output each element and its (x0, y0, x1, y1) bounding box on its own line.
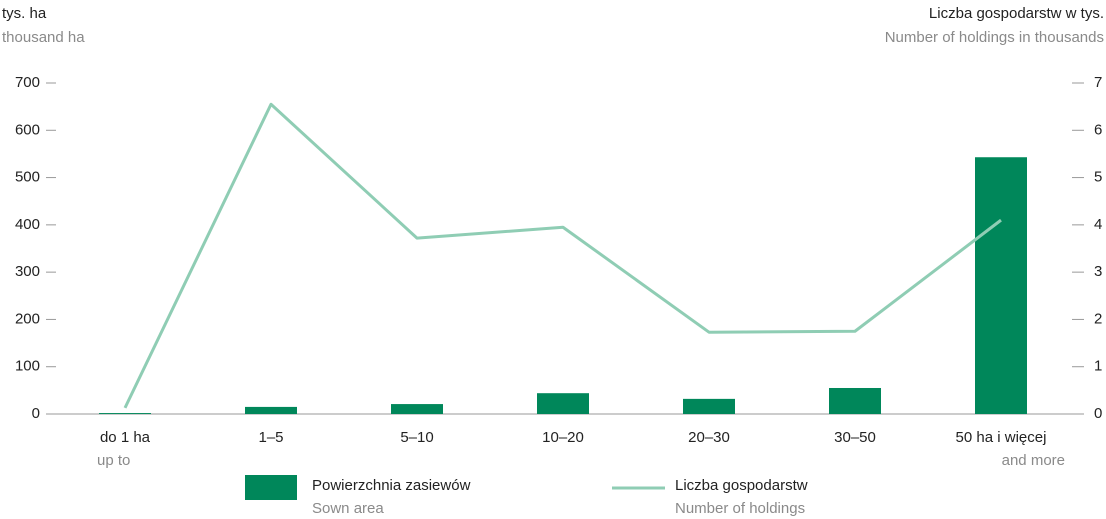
y2-tick-label: 1 (1094, 358, 1102, 375)
y-tick-label: 200 (15, 310, 40, 327)
y-tick-label: 500 (15, 169, 40, 186)
y-tick-label: 0 (32, 405, 40, 422)
bar (683, 398, 735, 414)
x-tick-label: 5–10 (400, 429, 433, 446)
y-tick-label: 700 (15, 74, 40, 91)
y2-axis-title: Liczba gospodarstw w tys. (929, 5, 1104, 22)
x-tick-label: 20–30 (688, 429, 730, 446)
x-tick-sublabel: and more (1002, 452, 1065, 469)
y2-tick-label: 5 (1094, 169, 1102, 186)
y-axis-title: tys. ha (2, 5, 47, 22)
bar (829, 387, 881, 414)
y2-tick-label: 0 (1094, 405, 1102, 422)
y2-tick-label: 7 (1094, 74, 1102, 91)
y2-tick-label: 3 (1094, 263, 1102, 280)
y-tick-label: 300 (15, 263, 40, 280)
x-tick-label: 10–20 (542, 429, 584, 446)
x-tick-sublabel: up to (97, 452, 130, 469)
y-axis-title-en: thousand ha (2, 29, 85, 46)
y-tick-label: 600 (15, 121, 40, 138)
x-tick-label: 1–5 (258, 429, 283, 446)
y-tick-label: 100 (15, 358, 40, 375)
legend-label: Powierzchnia zasiewów (312, 477, 471, 494)
legend-swatch (245, 475, 297, 500)
y2-tick-label: 2 (1094, 310, 1102, 327)
x-tick-label: 30–50 (834, 429, 876, 446)
legend-label-en: Sown area (312, 500, 384, 517)
y-tick-label: 400 (15, 216, 40, 233)
y2-axis-title-en: Number of holdings in thousands (885, 29, 1104, 46)
legend-label-en: Number of holdings (675, 500, 805, 517)
x-tick-label: do 1 ha (100, 429, 151, 446)
bar (245, 406, 297, 414)
x-tick-label: 50 ha i więcej (956, 429, 1047, 446)
y2-tick-label: 6 (1094, 121, 1102, 138)
y2-tick-label: 4 (1094, 216, 1102, 233)
bar (975, 157, 1027, 414)
bar (99, 413, 151, 414)
line (123, 102, 1002, 409)
legend-label: Liczba gospodarstw (675, 477, 808, 494)
bar (537, 393, 589, 414)
bar (391, 404, 443, 414)
